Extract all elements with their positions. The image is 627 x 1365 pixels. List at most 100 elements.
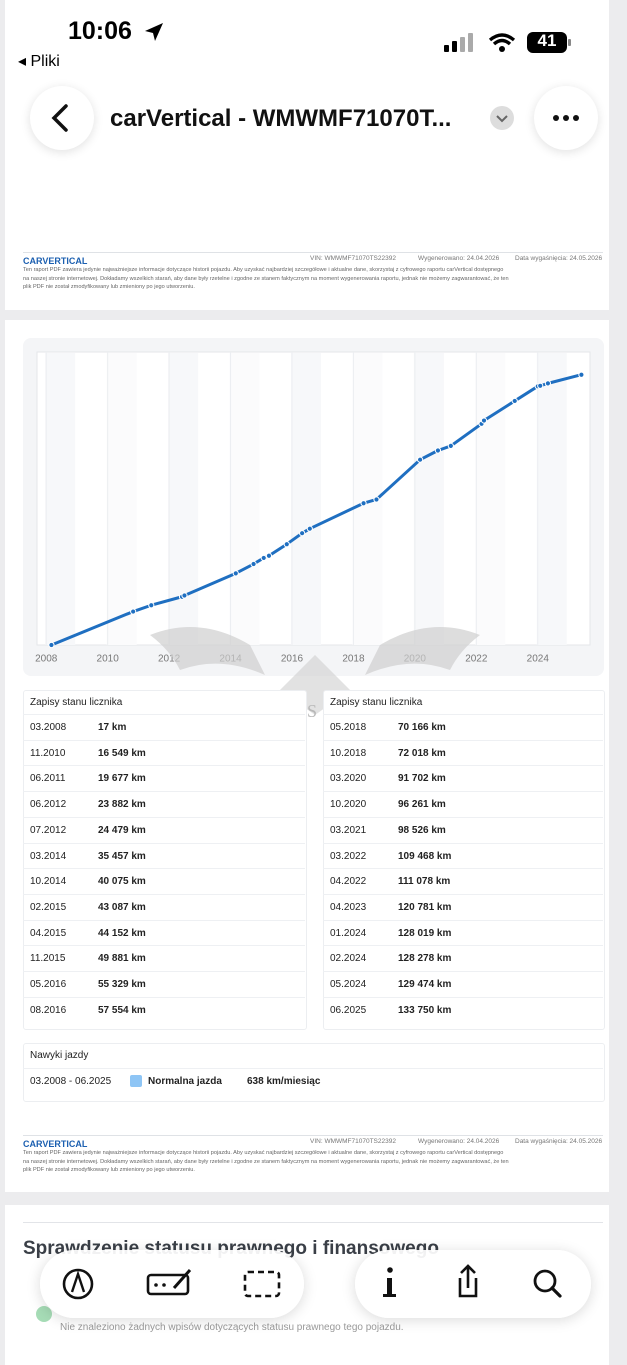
- record-date: 11.2010: [30, 747, 66, 759]
- data-point: [447, 442, 454, 450]
- markup-button[interactable]: [62, 1268, 94, 1300]
- divider: [23, 842, 305, 844]
- data-point: [250, 560, 257, 568]
- divider: [23, 868, 305, 870]
- chevron: [51, 104, 68, 132]
- grid-band: [168, 353, 199, 645]
- title-menu[interactable]: [490, 106, 514, 130]
- divider: [323, 945, 603, 947]
- record-date: 03.2021: [330, 824, 367, 836]
- record-date: 04.2022: [330, 876, 367, 888]
- grid-band: [475, 353, 506, 645]
- data-point: [434, 447, 442, 454]
- divider: [23, 945, 305, 947]
- x-tick-label: 2022: [465, 654, 488, 665]
- share-button[interactable]: [458, 1264, 478, 1298]
- divider: [23, 739, 305, 741]
- record-km: 96 261 km: [398, 799, 446, 811]
- divider: [323, 816, 603, 818]
- record-date: 02.2015: [30, 901, 67, 913]
- data-point: [265, 552, 273, 559]
- divider: [323, 739, 603, 741]
- record-date: 03.2008: [30, 722, 67, 733]
- record-km: 43 087 km: [98, 901, 146, 913]
- disclaimer: Ten raport PDF zawiera jedynie najważnie…: [23, 1150, 504, 1156]
- annotate-button[interactable]: [146, 1269, 192, 1296]
- record-date: 03.2020: [330, 773, 367, 785]
- select-button[interactable]: [243, 1270, 281, 1298]
- expires: Data wygaśnięcia: 24.05.2026: [515, 1138, 603, 1145]
- divider: [23, 971, 305, 972]
- data-point: [232, 570, 239, 577]
- record-km: 70 166 km: [398, 722, 446, 733]
- grid-band: [106, 353, 137, 645]
- search-button[interactable]: [533, 1269, 562, 1298]
- habits-title: Nawyki jazdy: [30, 1050, 89, 1061]
- data-point: [299, 530, 306, 537]
- record-km: 17 km: [98, 722, 127, 733]
- pdf-page: [5, 0, 609, 310]
- data-point: [306, 525, 313, 532]
- divider: [323, 919, 603, 921]
- grid-band: [229, 353, 260, 645]
- record-date: 08.2016: [30, 1004, 67, 1016]
- time: 10:06: [68, 17, 132, 45]
- grid-band: [45, 353, 76, 645]
- divider: [323, 714, 603, 715]
- divider: [23, 765, 305, 767]
- actions-toolbar: [355, 1250, 591, 1318]
- divider: [23, 816, 305, 818]
- habits-period: 03.2008 - 06.2025: [30, 1076, 112, 1087]
- data-point: [181, 592, 188, 599]
- logo: CARVERTICAL: [23, 1139, 88, 1149]
- data-point: [537, 382, 544, 389]
- record-km: 19 677 km: [98, 773, 146, 785]
- generated: Wygenerowano: 24.04.2026: [418, 1138, 500, 1145]
- record-km: 16 549 km: [98, 747, 146, 759]
- info-button[interactable]: [383, 1267, 396, 1297]
- record-km: 128 278 km: [398, 953, 452, 965]
- back-app-label: Pliki: [30, 53, 60, 70]
- data-point: [544, 380, 552, 387]
- divider: [323, 893, 603, 895]
- divider: [23, 1222, 603, 1223]
- markup-toolbar: [40, 1250, 304, 1318]
- toolbar-icons: [62, 1268, 281, 1300]
- generated: Wygenerowano: 24.04.2026: [418, 255, 500, 262]
- divider: [323, 996, 603, 998]
- data-point: [578, 371, 585, 378]
- divider: [23, 1068, 603, 1069]
- vin: VIN: WMWMF71070TS22392: [310, 1138, 396, 1145]
- data-point: [480, 417, 488, 424]
- x-tick-label: 2008: [35, 654, 58, 665]
- grid-band: [413, 353, 444, 645]
- record-date: 03.2014: [30, 850, 67, 862]
- divider: [323, 791, 603, 793]
- record-date: 02.2024: [330, 953, 367, 965]
- back-app[interactable]: ◂ Pliki: [18, 51, 60, 71]
- x-tick-label: 2016: [281, 654, 304, 665]
- x-tick-label: 2024: [527, 654, 550, 665]
- data-point: [417, 456, 424, 463]
- chart: 200820102012201420162018202020222024: [23, 338, 604, 676]
- habits-value: 638 km/miesiąc: [247, 1076, 321, 1087]
- x-tick-label: 2018: [342, 654, 365, 665]
- record-date: 11.2015: [30, 953, 66, 965]
- record-km: 111 078 km: [398, 876, 451, 888]
- record-km: 91 702 km: [398, 773, 446, 785]
- habits-box: [23, 1043, 605, 1102]
- divider: [23, 996, 305, 998]
- chevron-down: [496, 115, 508, 123]
- divider: [23, 791, 305, 793]
- back-button[interactable]: [30, 86, 94, 150]
- ellipsis: [553, 115, 579, 121]
- more-button[interactable]: [534, 86, 598, 150]
- odometer-box: [23, 690, 307, 1030]
- legal-message: Nie znaleziono żadnych wpisów dotyczącyc…: [60, 1322, 404, 1333]
- record-km: 40 075 km: [98, 876, 146, 888]
- data-point: [283, 541, 290, 548]
- divider: [323, 842, 603, 844]
- x-tick-label: 2010: [97, 654, 120, 665]
- record-km: 24 479 km: [98, 824, 146, 836]
- record-km: 44 152 km: [98, 927, 146, 939]
